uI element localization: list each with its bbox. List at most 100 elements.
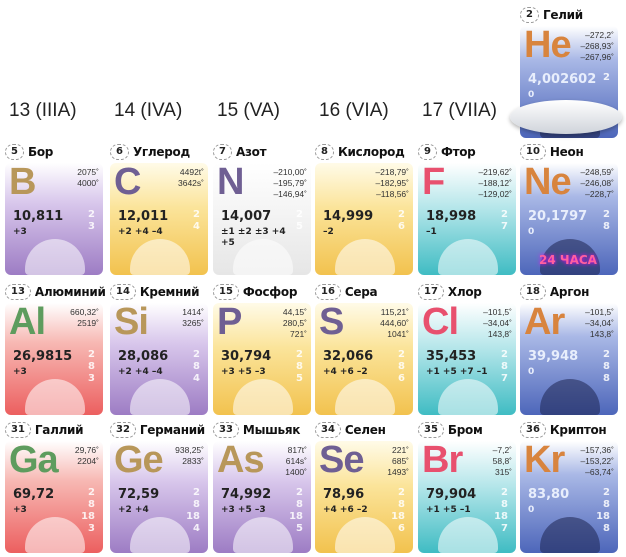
shell-count: 2 <box>603 72 610 83</box>
electron-shells: 2 <box>603 72 610 84</box>
element-tile: 17 Хлор Cl –101,5˚ –34,04˚ 143,8˚ 35,453 +1 +5 … <box>418 283 516 415</box>
atomic-number: 15 <box>213 284 239 300</box>
element-header: 8 Кислород <box>315 143 413 161</box>
atomic-number: 2 <box>520 7 539 23</box>
element-tile: 9 Фтор F –219,62˚ –188,12˚ –129,02˚ 18,998 –1 2 7 <box>418 143 516 275</box>
temperature: 58,8˚ <box>492 456 512 466</box>
flashlight-image <box>540 517 600 553</box>
temperatures: 660,32˚ 2519˚ <box>70 307 99 329</box>
element-name: Хлор <box>447 285 482 299</box>
temperature: 44,15˚ <box>282 307 307 317</box>
element-card: S 115,21˚ 444,60˚ 1041˚ 32,066 +4 +6 –2 2 8 6 <box>315 303 413 415</box>
element-tile: 5 Бор B 2075˚ 4000˚ 10,811 +3 2 3 <box>5 143 103 275</box>
element-header: 13 Алюминий <box>5 283 106 301</box>
shell-count: 3 <box>88 523 95 534</box>
temperature: 444,60˚ <box>380 318 409 328</box>
neon-sign-text: 24 ЧАСА <box>539 253 597 267</box>
shell-count: 6 <box>398 523 405 534</box>
element-name: Германий <box>139 423 205 437</box>
temperature: –146,94˚ <box>273 189 307 199</box>
element-header: 15 Фосфор <box>213 283 311 301</box>
atomic-number: 33 <box>213 422 239 438</box>
oxidation-states: +1 +5 –1 <box>426 505 471 515</box>
element-tile: 32 Германий Ge 938,25˚ 2833˚ 72,59 +2 +4 2 8 18 4 <box>110 421 208 553</box>
atomic-mass: 18,998 <box>426 209 477 224</box>
temperature: –272,2˚ <box>585 30 614 40</box>
element-tile: 8 Кислород –218,79˚ –182,95˚ –118,56˚ 14,999–… <box>315 143 413 275</box>
element-header: 16 Сера <box>315 283 413 301</box>
shell-count: 2 <box>398 349 405 360</box>
shell-count: 8 <box>603 221 610 232</box>
shell-count: 2 <box>193 209 200 220</box>
temperature: 938,25˚ <box>175 445 204 455</box>
atomic-number: 6 <box>110 144 129 160</box>
temperature: –157,36˚ <box>580 445 614 455</box>
atomic-number: 17 <box>418 284 444 300</box>
shell-count: 7 <box>501 523 508 534</box>
diamond-image <box>130 239 190 275</box>
shell-count: 2 <box>603 349 610 360</box>
shell-count: 5 <box>296 373 303 384</box>
element-tile: 6 Углерод C 4492t˚ 3642s˚ 12,011 +2 +4 –4 2 4 <box>110 143 208 275</box>
oxidation-states: +3 +5 –3 <box>221 505 266 515</box>
temperature: 2833˚ <box>182 456 204 466</box>
temperatures: –7,2˚ 58,8˚ 315˚ <box>493 445 512 478</box>
element-header: 36 Криптон <box>520 421 618 439</box>
temperature: –34,04˚ <box>483 318 512 328</box>
atomic-mass: 69,72 <box>13 487 55 502</box>
atomic-mass: 83,80 <box>528 487 570 502</box>
temperature: –228,7˚ <box>585 189 614 199</box>
element-symbol: Se <box>319 441 364 481</box>
atomic-number: 5 <box>5 144 24 160</box>
atomic-number: 16 <box>315 284 341 300</box>
welder-image <box>540 379 600 415</box>
oxidation-states: –2 <box>323 227 334 237</box>
temperatures: 4492t˚ 3642s˚ <box>178 167 204 189</box>
temperature: 721˚ <box>289 329 307 339</box>
lighter-image <box>335 239 395 275</box>
element-header: 6 Углерод <box>110 143 208 161</box>
atomic-mass: 14,007 <box>221 209 272 224</box>
temperature: 2204˚ <box>77 456 99 466</box>
element-symbol: S <box>319 303 344 343</box>
oxidation-states: 0 <box>528 367 535 377</box>
element-card: Si 1414˚ 3265˚ 28,086 +2 +4 –4 2 8 4 <box>110 303 208 415</box>
shell-count: 8 <box>296 361 303 372</box>
shell-count: 2 <box>603 209 610 220</box>
shell-count: 2 <box>296 209 303 220</box>
temperature: 115,21˚ <box>380 307 409 317</box>
electron-shells: 2 8 18 4 <box>186 487 200 535</box>
temperature: 1400˚ <box>285 467 307 477</box>
atomic-mass: 32,066 <box>323 349 374 364</box>
element-symbol: Ga <box>9 441 59 481</box>
element-tile: 15 Фосфор P 44,15˚ 280,5˚ 721˚ 30,794 +3 +5 –3 2… <box>213 283 311 415</box>
atomic-mass: 74,992 <box>221 487 272 502</box>
element-symbol: N <box>217 163 244 203</box>
temperature: –182,95˚ <box>375 178 409 188</box>
element-symbol: Br <box>422 441 463 481</box>
element-tile: 16 Сера S 115,21˚ 444,60˚ 1041˚ 32,066 +4 +6 –2… <box>315 283 413 415</box>
element-card: B 2075˚ 4000˚ 10,811 +3 2 3 <box>5 163 103 275</box>
element-header: 5 Бор <box>5 143 103 161</box>
airplane-image <box>25 379 85 415</box>
sulfur-crystals-image <box>335 379 395 415</box>
atomic-mass: 30,794 <box>221 349 272 364</box>
element-card: Ne –248,59˚ –246,08˚ –228,7˚ 20,1797 0 2 8 24 ЧА… <box>520 163 618 275</box>
element-tile: 7 Азот N –210,00˚ –195,79˚ –146,94˚ 14,007 ±1 ±… <box>213 143 311 275</box>
temperature: –129,02˚ <box>478 189 512 199</box>
element-card: Ar –101,5˚ –34,04˚ 143,8˚ 39,948 0 2 8 8 <box>520 303 618 415</box>
temperature: –101,5˚ <box>483 307 512 317</box>
temperature: –153,22˚ <box>580 456 614 466</box>
element-header: 31 Галлий <box>5 421 103 439</box>
oxidation-states: +2 +4 –4 <box>118 367 163 377</box>
element-name: Кремний <box>139 285 200 299</box>
atomic-number: 10 <box>520 144 546 160</box>
temperature: –101,5˚ <box>585 307 614 317</box>
element-card: Se 221˚ 685˚ 1493˚ 78,96 +4 +6 –2 2 8 18 6 <box>315 441 413 553</box>
temperature: –195,79˚ <box>273 178 307 188</box>
element-symbol: C <box>114 163 141 203</box>
